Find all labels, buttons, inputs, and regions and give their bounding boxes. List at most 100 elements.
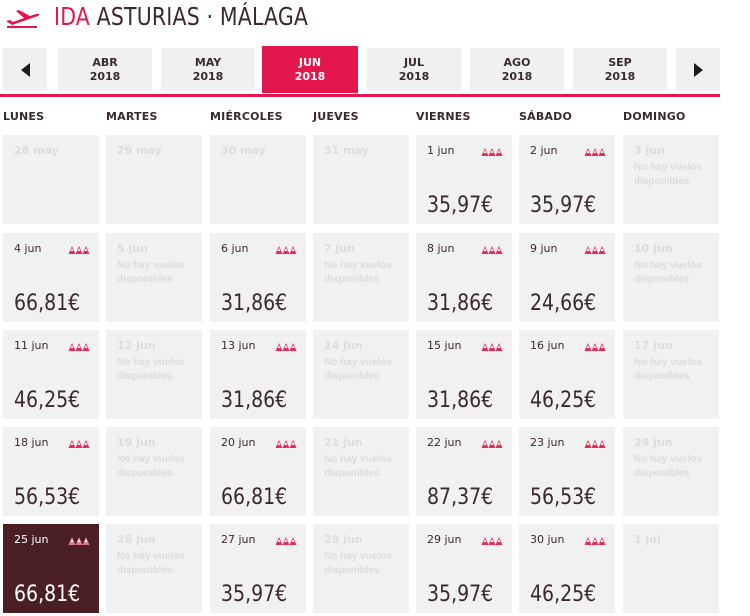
day-date: 6 jun [221, 242, 249, 255]
no-flights-note: No hay vuelos disponibles [117, 551, 185, 576]
calendar-day-cell[interactable]: 27 jun 35,97€ [210, 524, 306, 613]
day-date: 10 jun [634, 242, 673, 255]
next-month-button[interactable] [676, 48, 720, 91]
airline-logo-icon [275, 246, 297, 254]
calendar-day-cell[interactable]: 9 jun 24,66€ [519, 233, 615, 322]
calendar-day-cell: 26 jun No hay vuelos disponibles [106, 524, 202, 613]
month-tab-year: 2018 [398, 70, 430, 83]
prev-month-button[interactable] [3, 48, 47, 91]
calendar-day-cell[interactable]: 15 jun 31,86€ [416, 330, 512, 419]
day-date: 2 jun [530, 144, 558, 157]
month-tab[interactable]: JUL 2018 [367, 48, 461, 91]
day-price: 46,25€ [530, 582, 597, 607]
calendar-day-cell[interactable]: 22 jun 87,37€ [416, 427, 512, 516]
calendar-day-cell[interactable]: 25 jun 66,81€ [3, 524, 99, 613]
no-flights-note: No hay vuelos disponibles [634, 454, 702, 479]
day-date: 7 jun [324, 242, 355, 255]
day-price: 66,81€ [14, 291, 81, 316]
day-date: 27 jun [221, 533, 256, 546]
month-tab-year: 2018 [604, 70, 636, 83]
month-tab-month: SEP [608, 56, 632, 69]
month-tab-content: JUL 2018 [367, 48, 461, 84]
airline-logo-icon [481, 343, 503, 351]
month-tab-year: 2018 [501, 70, 533, 83]
day-date: 4 jun [14, 242, 42, 255]
calendar-day-cell[interactable]: 6 jun 31,86€ [210, 233, 306, 322]
month-tab-year: 2018 [89, 70, 121, 83]
no-flights-note: No hay vuelos disponibles [117, 357, 185, 382]
no-flights-note: No hay vuelos disponibles [324, 357, 392, 382]
calendar-day-cell: 29 may [106, 135, 202, 224]
month-tab-month: AGO [503, 56, 531, 69]
route-label: ASTURIAS · MÁLAGA [96, 2, 309, 31]
calendar-day-cell[interactable]: 29 jun 35,97€ [416, 524, 512, 613]
month-tab[interactable]: MAY 2018 [161, 48, 255, 91]
no-flights-note: No hay vuelos disponibles [634, 162, 702, 187]
month-tab-month: ABR [92, 56, 118, 69]
weekday-label: JUEVES [313, 110, 359, 123]
calendar-day-cell: 17 jun No hay vuelos disponibles [623, 330, 719, 419]
calendar-day-cell[interactable]: 11 jun 46,25€ [3, 330, 99, 419]
month-tab-month: JUN [298, 56, 322, 69]
month-tab[interactable]: SEP 2018 [573, 48, 667, 91]
day-price: 46,25€ [530, 388, 597, 413]
calendar-day-cell[interactable]: 30 jun 46,25€ [519, 524, 615, 613]
no-flights-note: No hay vuelos disponibles [324, 260, 392, 285]
month-tab[interactable]: JUN 2018 [262, 46, 358, 93]
calendar-day-cell: 14 jun No hay vuelos disponibles [313, 330, 409, 419]
airline-logo-icon [481, 148, 503, 156]
airline-logo-icon [481, 246, 503, 254]
day-price: 56,53€ [530, 485, 597, 510]
day-date: 28 may [14, 144, 59, 157]
day-price: 35,97€ [427, 193, 494, 218]
weekday-label: LUNES [3, 110, 45, 123]
month-selector: ABR 2018 MAY 2018 JUN 2018 JUL 2018 AGO 2018 SEP 20… [0, 46, 720, 97]
month-tab[interactable]: AGO 2018 [470, 48, 564, 91]
weekday-label: VIERNES [416, 110, 471, 123]
day-date: 8 jun [427, 242, 455, 255]
day-date: 14 jun [324, 339, 363, 352]
no-flights-note: No hay vuelos disponibles [117, 454, 185, 479]
calendar-day-cell[interactable]: 16 jun 46,25€ [519, 330, 615, 419]
day-date: 30 jun [530, 533, 565, 546]
day-price: 66,81€ [221, 485, 288, 510]
calendar-day-cell: 3 jun No hay vuelos disponibles [623, 135, 719, 224]
arrow-left-icon [20, 62, 30, 77]
calendar-day-cell: 30 may [210, 135, 306, 224]
day-price: 24,66€ [530, 291, 597, 316]
airline-logo-icon [275, 537, 297, 545]
day-date: 11 jun [14, 339, 49, 352]
day-date: 9 jun [530, 242, 558, 255]
calendar-day-cell[interactable]: 18 jun 56,53€ [3, 427, 99, 516]
day-price: 35,97€ [221, 582, 288, 607]
calendar-day-cell[interactable]: 2 jun 35,97€ [519, 135, 615, 224]
airline-logo-icon [275, 440, 297, 448]
airline-logo-icon [584, 440, 606, 448]
calendar-day-cell[interactable]: 8 jun 31,86€ [416, 233, 512, 322]
airline-logo-icon [584, 246, 606, 254]
weekday-label: MIÉRCOLES [210, 110, 283, 123]
month-tab[interactable]: ABR 2018 [58, 48, 152, 91]
calendar-day-cell[interactable]: 4 jun 66,81€ [3, 233, 99, 322]
calendar-day-cell[interactable]: 13 jun 31,86€ [210, 330, 306, 419]
page-header: IDA ASTURIAS · MÁLAGA [0, 0, 750, 36]
calendar-day-cell: 31 may [313, 135, 409, 224]
airplane-departure-icon [6, 10, 40, 28]
calendar-day-cell[interactable]: 1 jun 35,97€ [416, 135, 512, 224]
airline-logo-icon [584, 537, 606, 545]
calendar-day-cell[interactable]: 23 jun 56,53€ [519, 427, 615, 516]
airline-logo-icon [481, 537, 503, 545]
airline-logo-icon [68, 440, 90, 448]
day-date: 15 jun [427, 339, 462, 352]
calendar-day-cell: 1 jul [623, 524, 719, 613]
calendar-day-cell: 19 jun No hay vuelos disponibles [106, 427, 202, 516]
month-tab-month: MAY [194, 56, 222, 69]
airline-logo-icon [68, 343, 90, 351]
day-date: 29 jun [427, 533, 462, 546]
calendar-day-cell: 28 may [3, 135, 99, 224]
day-date: 19 jun [117, 436, 156, 449]
no-flights-note: No hay vuelos disponibles [324, 454, 392, 479]
day-date: 31 may [324, 144, 369, 157]
day-date: 30 may [221, 144, 266, 157]
calendar-day-cell[interactable]: 20 jun 66,81€ [210, 427, 306, 516]
